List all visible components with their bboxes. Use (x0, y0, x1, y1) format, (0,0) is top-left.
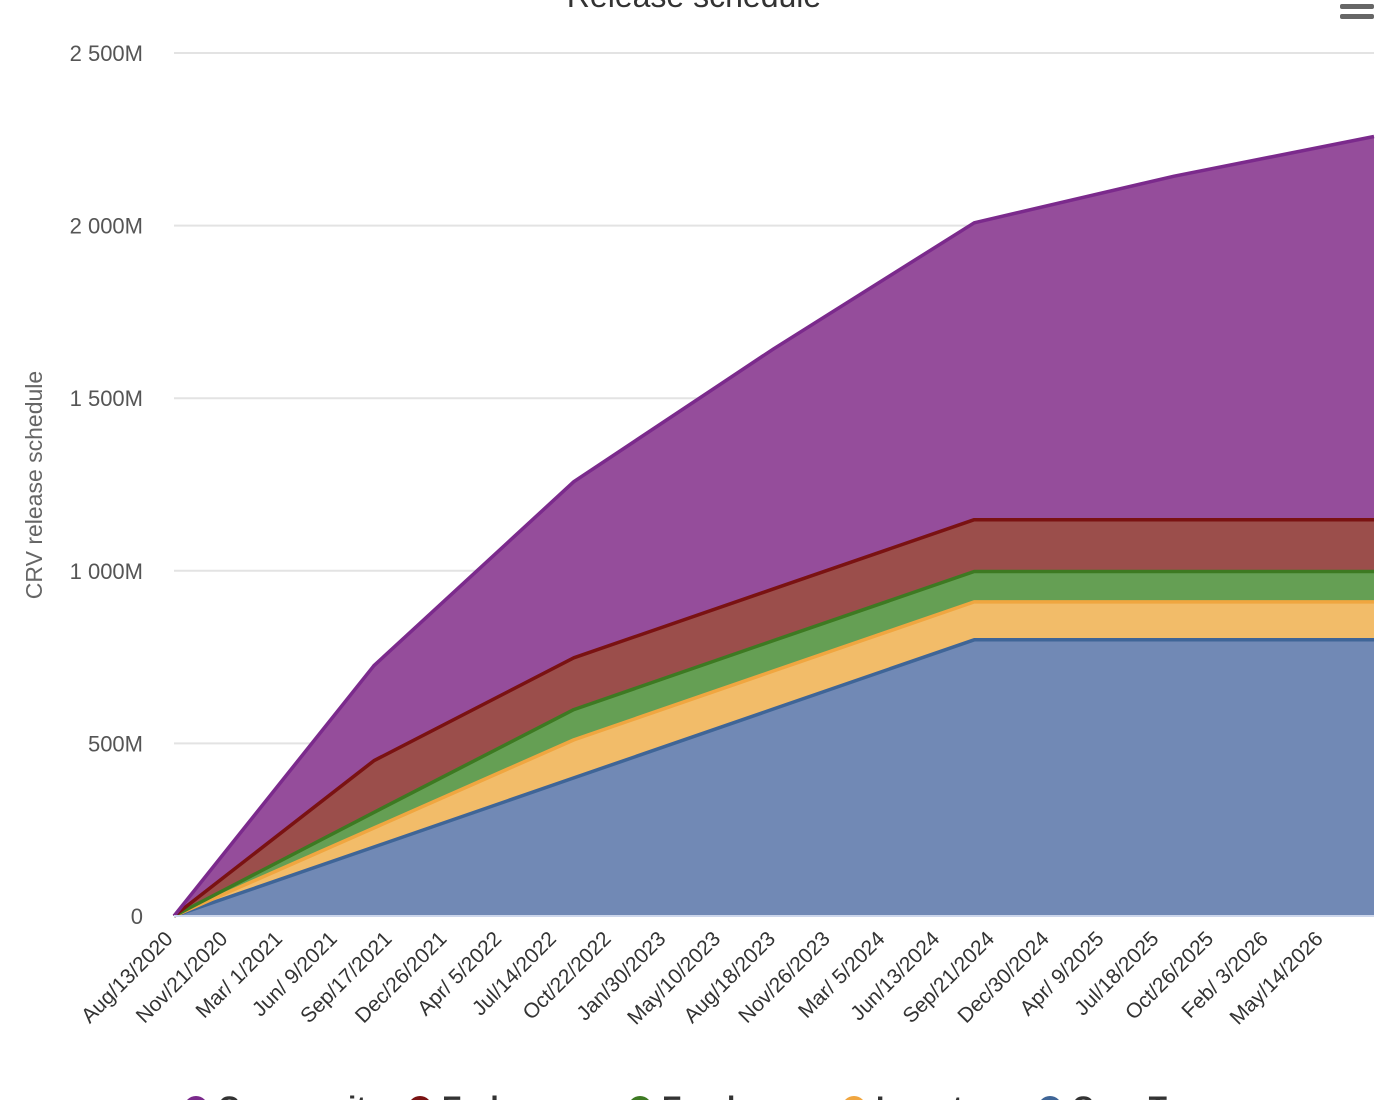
chart-menu-icon[interactable] (1340, 0, 1374, 22)
legend-label: Employees (662, 1091, 820, 1100)
series-line-investors (173, 600, 1374, 918)
y-tick-label: 500M (88, 731, 143, 756)
series-line-early-users (172, 517, 1374, 918)
legend-label: Investors (876, 1091, 1009, 1100)
legend-marker (842, 1096, 866, 1105)
legend-label: Core Team (1072, 1091, 1225, 1100)
y-tick-label: 1 500M (70, 386, 143, 411)
y-tick-label: 0 (131, 904, 143, 929)
area-core-team (174, 639, 1374, 916)
legend-marker (1038, 1096, 1062, 1105)
chart-title: Release schedule (0, 0, 1388, 15)
area-investors (174, 601, 1374, 916)
legend-marker (408, 1096, 432, 1105)
y-tick-label: 2 500M (70, 41, 143, 66)
legend-label: Early users (442, 1091, 604, 1100)
area-community (174, 136, 1374, 916)
legend-marker (628, 1096, 652, 1105)
area-early-users (174, 519, 1374, 916)
legend-marker (184, 1096, 208, 1105)
series-line-employees (173, 569, 1374, 918)
y-tick-label: 1 000M (70, 559, 143, 584)
y-tick-label: 2 000M (70, 214, 143, 239)
legend-label: Community (218, 1091, 383, 1100)
series-line-core-team (173, 638, 1374, 918)
series-line-community (172, 134, 1375, 918)
y-axis-title: CRV release schedule (21, 371, 47, 599)
